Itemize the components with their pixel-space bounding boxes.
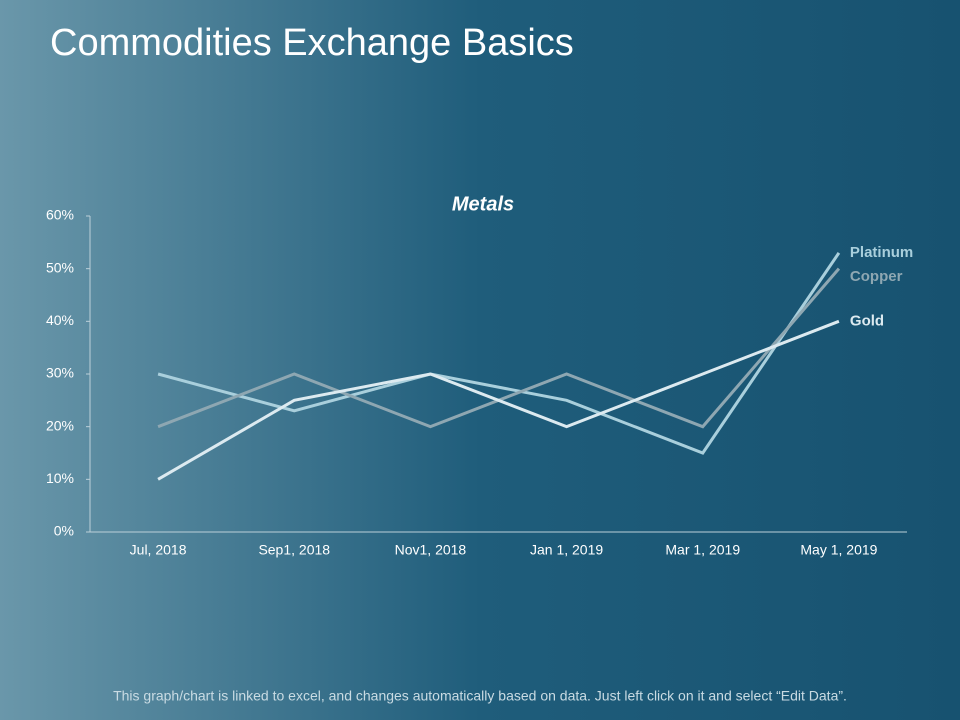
footer: This graph/chart is linked to excel, and… <box>113 688 847 704</box>
slide-title: Commodities Exchange Basics <box>50 22 574 64</box>
x-tick-label: Mar 1, 2019 <box>665 542 740 558</box>
legend-label: Gold <box>850 312 884 329</box>
y-tick-label: 50% <box>46 259 74 275</box>
y-tick-label: 40% <box>46 312 74 328</box>
y-tick-label: 20% <box>46 417 74 433</box>
y-tick-label: 60% <box>46 207 74 223</box>
x-tick-label: Jul, 2018 <box>130 542 187 558</box>
y-tick-label: 30% <box>46 365 74 381</box>
series-line <box>157 319 840 481</box>
series-line <box>157 252 841 455</box>
chart-title: Metals <box>452 193 514 215</box>
x-tick-label: Sep1, 2018 <box>258 542 330 558</box>
legend-label: Copper <box>850 268 903 285</box>
y-tick-label: 10% <box>46 470 74 486</box>
x-tick-label: May 1, 2019 <box>800 542 877 558</box>
y-tick-label: 0% <box>54 523 74 539</box>
x-tick-label: Nov1, 2018 <box>395 542 467 558</box>
x-tick-label: Jan 1, 2019 <box>530 542 603 558</box>
legend-label: Platinum <box>850 244 913 261</box>
